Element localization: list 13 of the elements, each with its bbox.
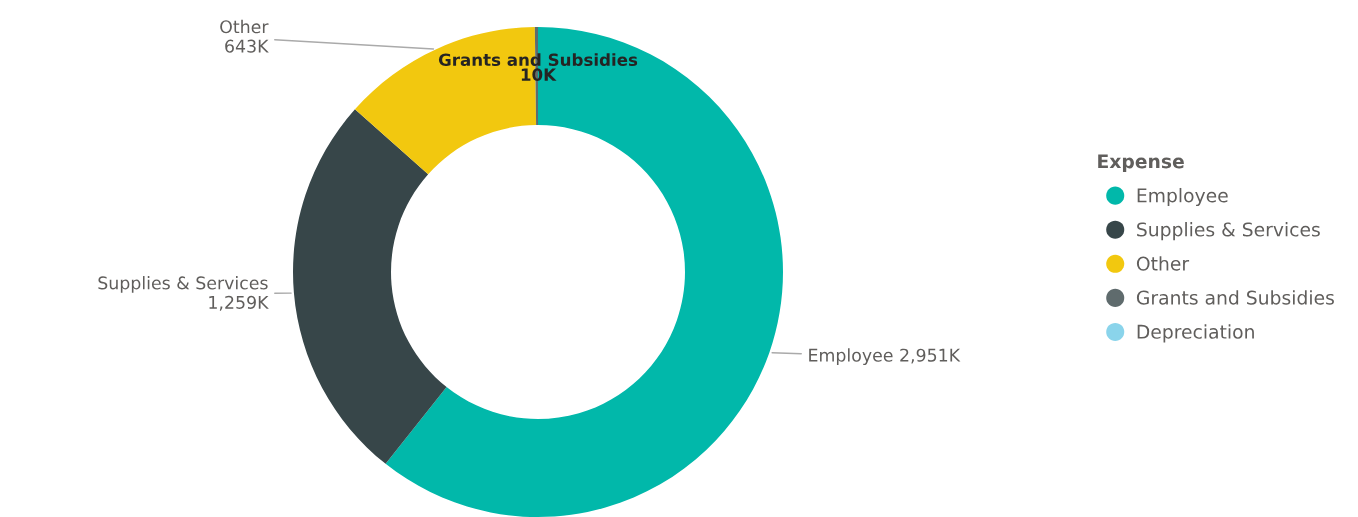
slice-label: Other [220, 19, 269, 34]
donut-slice [385, 27, 783, 517]
legend-label: Supplies & Services [1137, 222, 1320, 241]
legend-label: Other [1136, 256, 1190, 271]
donut-slice [293, 109, 447, 464]
data-label: 643K [225, 39, 269, 53]
slice-label: Supplies & Services [98, 276, 268, 293]
legend-label: Depreciation [1137, 324, 1254, 343]
legend-title: Expense [1098, 154, 1184, 173]
category-label: Employee 2,951K [809, 348, 961, 366]
legend-label: Employee [1137, 187, 1228, 207]
legend-label: Grants and Subsidies [1136, 290, 1334, 305]
data-label: 1,259K [209, 295, 269, 311]
